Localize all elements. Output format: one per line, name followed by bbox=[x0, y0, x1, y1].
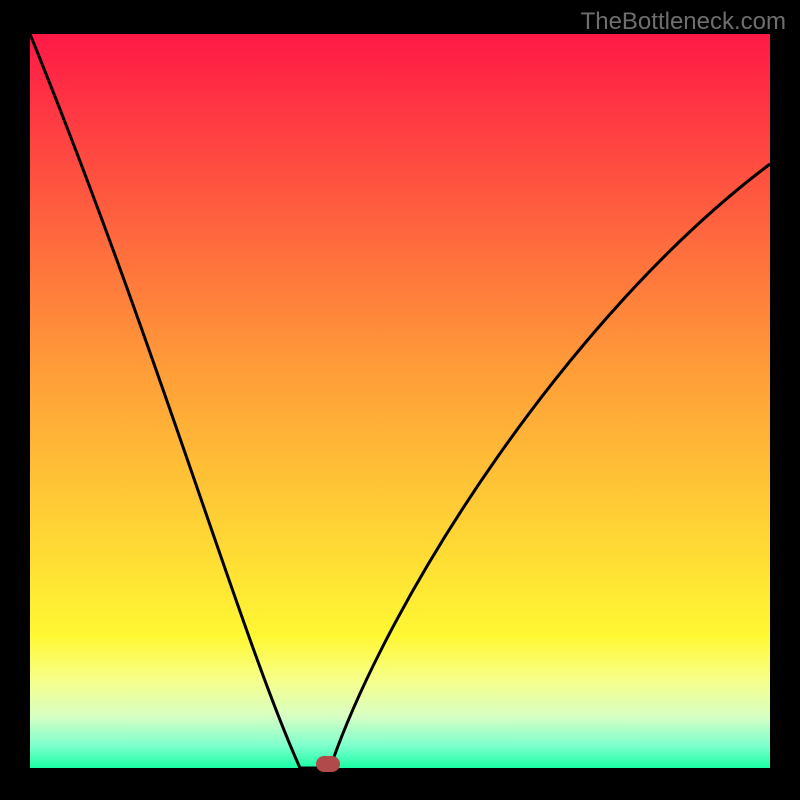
bottleneck-curve bbox=[30, 34, 770, 768]
watermark-text: TheBottleneck.com bbox=[581, 8, 786, 36]
minimum-marker bbox=[316, 756, 340, 772]
plot-area bbox=[30, 34, 770, 768]
curve-path bbox=[30, 34, 770, 768]
